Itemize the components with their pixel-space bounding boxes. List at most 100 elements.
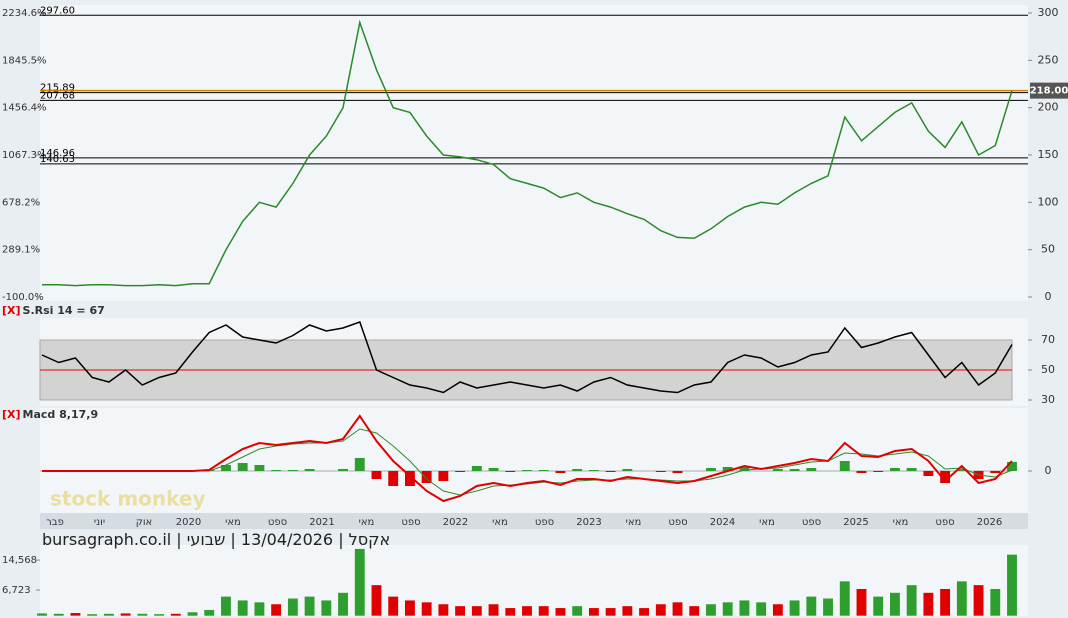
y-tick-label: 150 — [1038, 148, 1059, 161]
volume-bar — [772, 604, 783, 616]
x-tick-label: 2020 — [176, 517, 201, 528]
y-tick-label: 300 — [1038, 6, 1059, 19]
volume-bar — [154, 614, 165, 616]
volume-bar — [404, 600, 415, 616]
histogram-bar — [388, 471, 399, 486]
histogram-bar — [622, 469, 633, 471]
volume-bar — [722, 602, 733, 616]
close-button[interactable]: [X] — [2, 408, 21, 421]
histogram-bar — [371, 471, 382, 479]
y-tick-label: 0 — [1045, 464, 1052, 477]
volume-bar — [639, 608, 650, 616]
x-tick-label: 2021 — [309, 517, 334, 528]
volume-bar — [170, 613, 181, 616]
volume-bar — [956, 581, 967, 616]
y2-tick-label: 2234.6% — [2, 8, 47, 19]
y2-tick-label: 678.2% — [2, 197, 40, 208]
price-line — [42, 19, 1013, 287]
price-tag-bg — [1030, 82, 1068, 99]
histogram-bar — [287, 470, 298, 471]
volume-bar — [973, 585, 984, 616]
histogram-bar — [722, 467, 733, 471]
level-label: 146.96 — [40, 148, 75, 159]
volume-bar — [856, 588, 867, 616]
volume-bar — [237, 600, 248, 616]
y-tick-label: 30 — [1041, 393, 1055, 406]
x-tick-label: יוני — [94, 517, 105, 528]
watermark: stock monkey — [50, 487, 206, 511]
y-tick-label: 50 — [1041, 363, 1055, 376]
macd-panel — [40, 408, 1028, 513]
volume-bar — [287, 598, 298, 616]
x-tick-label: ספט — [668, 517, 687, 528]
volume-bar — [103, 613, 114, 616]
indicator-label: S.Rsi 14 = 67 — [23, 304, 105, 317]
histogram-bar — [505, 471, 516, 472]
volume-bar — [906, 585, 917, 616]
rsi-line — [41, 321, 1013, 394]
y2-tick-label: 1456.4% — [2, 103, 47, 114]
histogram-bar — [538, 470, 549, 471]
x-tick-label: ספט — [535, 517, 554, 528]
histogram-bar — [806, 468, 817, 471]
histogram-bar — [354, 458, 365, 471]
x-tick-label: פבר — [46, 517, 64, 528]
y2-tick-label: 1067.3% — [2, 150, 47, 161]
price-tag: 218.00 — [1030, 86, 1068, 97]
volume-bar — [204, 609, 215, 616]
histogram-bar — [572, 469, 583, 471]
y-tick-label: 200 — [1038, 101, 1059, 114]
volume-bar — [187, 612, 198, 616]
volume-bar — [622, 606, 633, 616]
y-tick-label: 250 — [1038, 53, 1059, 66]
level-label: 140.63 — [40, 154, 75, 165]
x-tick-label: ספט — [401, 517, 420, 528]
y2-tick-label: 289.1% — [2, 245, 40, 256]
histogram-bar — [471, 466, 482, 471]
macd-line — [42, 414, 1013, 503]
volume-bar — [421, 602, 432, 616]
volume-bar — [354, 548, 365, 616]
histogram-bar — [421, 471, 432, 483]
histogram-bar — [404, 471, 415, 486]
x-tick-label: מאי — [759, 517, 775, 528]
histogram-bar — [455, 471, 466, 472]
volume-bar — [555, 608, 566, 616]
histogram-bar — [789, 469, 800, 471]
y-tick-label: 14,568 — [2, 555, 37, 566]
histogram-bar — [1007, 462, 1017, 471]
volume-bar — [371, 585, 382, 616]
level-label: 207.68 — [40, 90, 75, 101]
volume-bar — [689, 606, 700, 616]
x-tick-label: מאי — [492, 517, 508, 528]
volume-bar — [823, 598, 833, 616]
volume-bar — [739, 600, 750, 616]
volume-bar — [438, 604, 449, 616]
histogram-bar — [655, 471, 666, 472]
volume-bar — [990, 588, 1001, 616]
volume-bar — [221, 596, 231, 616]
x-tick-label: 2026 — [977, 517, 1002, 528]
y-tick-label: 6,723 — [2, 585, 31, 596]
level-label: 215.89 — [40, 83, 75, 94]
histogram-bar — [772, 469, 783, 471]
histogram-bar — [923, 471, 934, 476]
x-tick-label: מאי — [626, 517, 642, 528]
histogram-bar — [873, 471, 884, 472]
panel-title: [X] Macd 8,17,9 — [2, 408, 98, 421]
histogram-bar — [856, 471, 867, 473]
histogram-bar — [672, 471, 683, 473]
indicator-label: Macd 8,17,9 — [23, 408, 99, 421]
volume-bar — [588, 608, 599, 616]
volume-bar — [137, 613, 148, 616]
volume-bar — [70, 613, 81, 616]
x-tick-label: מאי — [225, 517, 241, 528]
volume-bar — [1007, 554, 1017, 616]
close-button[interactable]: [X] — [2, 304, 21, 317]
histogram-bar — [906, 468, 917, 471]
volume-bar — [505, 608, 516, 616]
histogram-bar — [990, 471, 1001, 473]
histogram-bar — [839, 461, 850, 471]
volume-bar — [37, 613, 47, 616]
x-tick-label: מאי — [359, 517, 375, 528]
